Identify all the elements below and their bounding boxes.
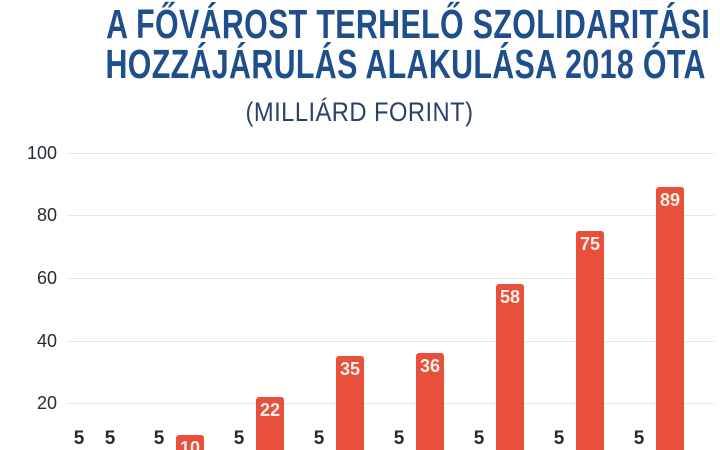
bar (336, 356, 364, 450)
gridline-40 (66, 340, 714, 342)
bar-value-label: 5 (393, 428, 405, 450)
bar-value-label: 5 (73, 428, 85, 450)
chart-title-line1-text: A FŐVÁROST TERHELŐ SZOLIDARITÁSI (106, 1, 711, 47)
y-axis-tick-label: 20 (36, 393, 57, 414)
bar-value-label: 5 (233, 428, 245, 450)
chart-header: A FŐVÁROST TERHELŐ SZOLIDARITÁSI HOZZÁJÁ… (0, 1, 720, 127)
chart-title-line2-text: HOZZÁJÁRULÁS ALAKULÁSA 2018 ÓTA (105, 41, 706, 87)
y-axis-tick-label: 80 (36, 205, 57, 226)
bar-value-label: 5 (313, 428, 325, 450)
bar-value-label: 5 (473, 428, 485, 450)
bar (416, 353, 444, 450)
bar-value-label: 58 (499, 287, 521, 308)
bar (256, 397, 284, 450)
chart-title-line2: HOZZÁJÁRULÁS ALAKULÁSA 2018 ÓTA (0, 41, 720, 87)
bar (656, 187, 684, 450)
y-axis-tick-label: 40 (36, 330, 57, 351)
bar-value-label: 36 (419, 356, 441, 377)
bar (496, 284, 524, 450)
y-axis-tick-label: 60 (36, 268, 57, 288)
y-axis-tick-label: 100 (26, 142, 57, 163)
bar (176, 434, 204, 450)
gridline-80 (66, 215, 714, 217)
bar-value-label: 35 (339, 359, 361, 380)
gridline-20 (66, 403, 714, 405)
chart-title-line1: A FŐVÁROST TERHELŐ SZOLIDARITÁSI (0, 1, 720, 47)
bar-value-label: 22 (259, 400, 281, 421)
bar-value-label: 5 (104, 428, 116, 450)
gridline-100 (66, 152, 714, 154)
bar-value-label: 75 (579, 234, 601, 254)
bar-value-label: 89 (659, 190, 681, 211)
bar-value-label: 5 (153, 428, 165, 450)
chart-subtitle-text: (MILLIÁRD FORINT) (246, 97, 474, 127)
bar (576, 231, 604, 450)
chart-subtitle: (MILLIÁRD FORINT) (0, 98, 720, 126)
bar-value-label: 5 (633, 428, 645, 450)
gridline-60 (66, 278, 714, 279)
bar-value-label: 5 (553, 428, 565, 450)
bar-value-label: 10 (179, 437, 201, 450)
